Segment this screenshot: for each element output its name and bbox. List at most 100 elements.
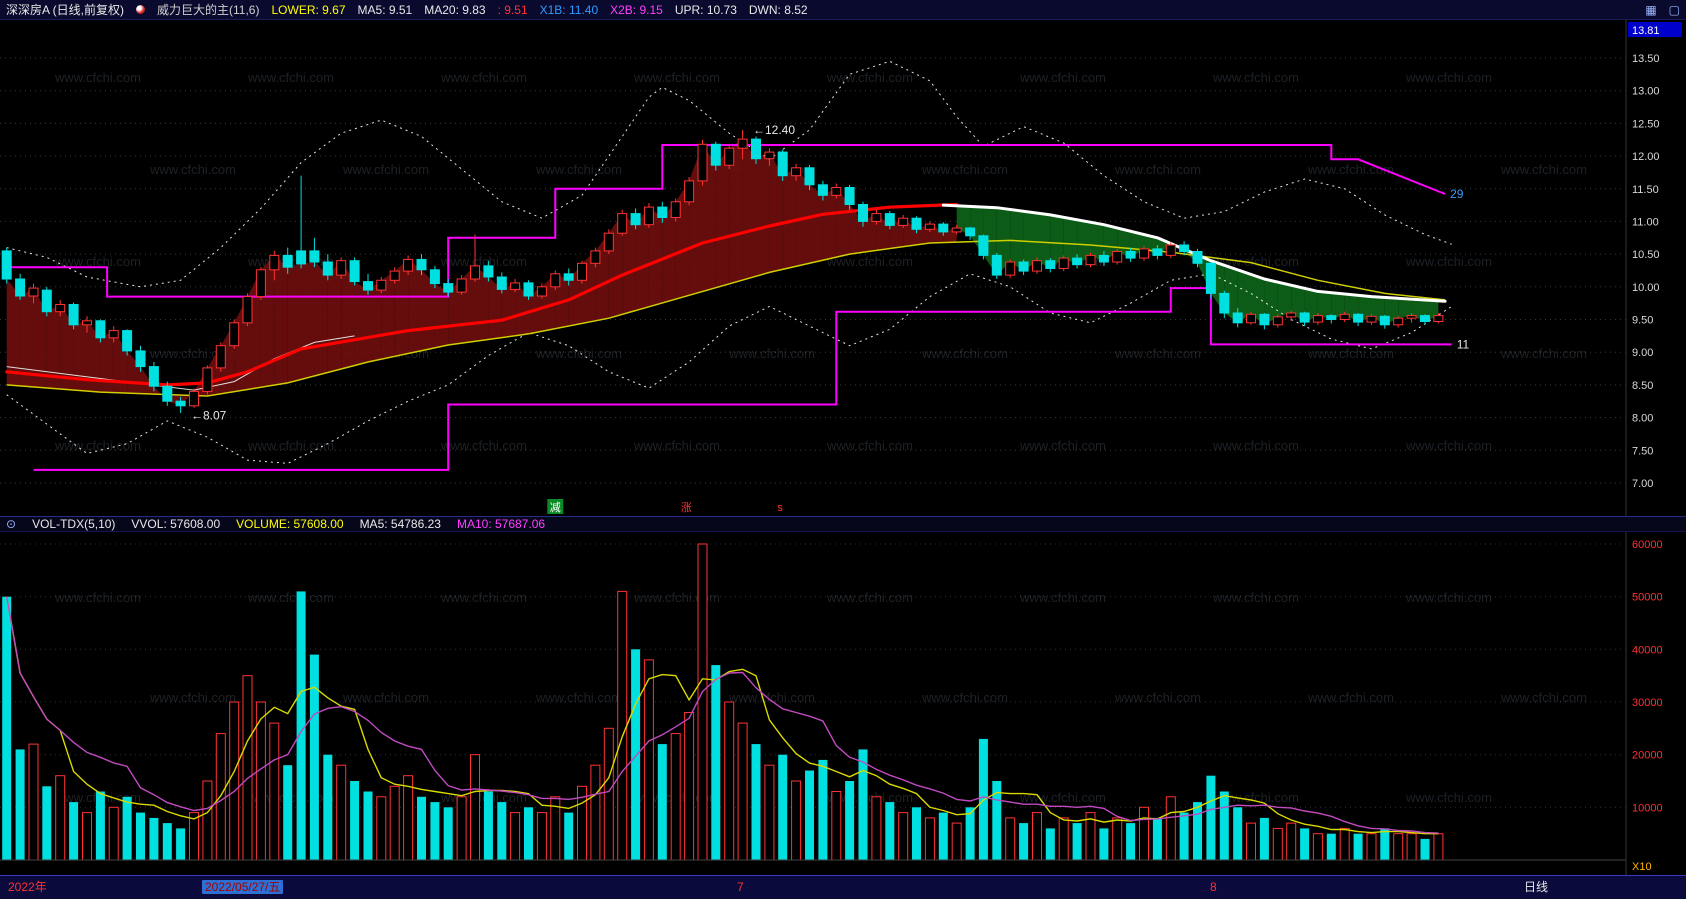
svg-text:www.cfchi.com: www.cfchi.com bbox=[921, 690, 1008, 705]
svg-text:8.50: 8.50 bbox=[1632, 380, 1653, 392]
value-ma5: MA5: 9.51 bbox=[357, 2, 413, 17]
value-ma20: MA20: 9.83 bbox=[424, 2, 486, 17]
main-chart-canvas[interactable]: www.cfchi.com www.cfchi.com www.cfchi.com w… bbox=[0, 20, 1686, 516]
svg-text:30000: 30000 bbox=[1632, 697, 1663, 709]
svg-text:www.cfchi.com: www.cfchi.com bbox=[1307, 346, 1394, 361]
svg-text:www.cfchi.com: www.cfchi.com bbox=[728, 690, 815, 705]
svg-text:www.cfchi.com: www.cfchi.com bbox=[54, 70, 141, 85]
svg-text:www.cfchi.com: www.cfchi.com bbox=[1212, 70, 1299, 85]
svg-text:www.cfchi.com: www.cfchi.com bbox=[1212, 438, 1299, 453]
timeline-bar[interactable]: 2022年 2022/05/27/五 7 8 日线 bbox=[0, 875, 1686, 899]
svg-text:←8.07: ←8.07 bbox=[191, 409, 227, 423]
svg-text:www.cfchi.com: www.cfchi.com bbox=[1114, 690, 1201, 705]
svg-text:s: s bbox=[777, 502, 783, 514]
value-lower: LOWER: 9.67 bbox=[271, 2, 346, 17]
svg-text:www.cfchi.com: www.cfchi.com bbox=[1405, 790, 1492, 805]
svg-text:50000: 50000 bbox=[1632, 592, 1663, 604]
indicator-icon bbox=[136, 5, 146, 14]
svg-text:www.cfchi.com: www.cfchi.com bbox=[149, 690, 236, 705]
value-upr: UPR: 10.73 bbox=[674, 2, 737, 17]
panel-icon[interactable]: ▢ bbox=[1668, 2, 1680, 17]
svg-text:60000: 60000 bbox=[1632, 539, 1663, 551]
layout-icon[interactable]: ▦ bbox=[1645, 2, 1657, 17]
svg-text:www.cfchi.com: www.cfchi.com bbox=[342, 162, 429, 177]
vol-ma10-value: MA10: 57687.06 bbox=[456, 517, 546, 531]
svg-text:www.cfchi.com: www.cfchi.com bbox=[149, 162, 236, 177]
svg-text:www.cfchi.com: www.cfchi.com bbox=[535, 346, 622, 361]
svg-text:www.cfchi.com: www.cfchi.com bbox=[633, 70, 720, 85]
vvol-value: VVOL: 57608.00 bbox=[131, 517, 221, 531]
volume-value: VOLUME: 57608.00 bbox=[236, 517, 344, 531]
svg-text:www.cfchi.com: www.cfchi.com bbox=[54, 590, 141, 605]
svg-text:www.cfchi.com: www.cfchi.com bbox=[1114, 162, 1201, 177]
period-label[interactable]: 日线 bbox=[1524, 880, 1549, 894]
svg-text:40000: 40000 bbox=[1632, 644, 1663, 656]
value-extra: : 9.51 bbox=[497, 2, 528, 17]
main-price-chart[interactable]: www.cfchi.com www.cfchi.com www.cfchi.com w… bbox=[0, 20, 1686, 516]
svg-text:www.cfchi.com: www.cfchi.com bbox=[1307, 162, 1394, 177]
svg-text:www.cfchi.com: www.cfchi.com bbox=[921, 346, 1008, 361]
svg-text:www.cfchi.com: www.cfchi.com bbox=[535, 162, 622, 177]
svg-text:www.cfchi.com: www.cfchi.com bbox=[440, 70, 527, 85]
svg-text:www.cfchi.com: www.cfchi.com bbox=[54, 438, 141, 453]
svg-text:9.50: 9.50 bbox=[1632, 315, 1653, 327]
value-x2b: X2B: 9.15 bbox=[610, 2, 663, 17]
svg-text:www.cfchi.com: www.cfchi.com bbox=[54, 254, 141, 269]
svg-text:www.cfchi.com: www.cfchi.com bbox=[826, 70, 913, 85]
svg-text:www.cfchi.com: www.cfchi.com bbox=[440, 254, 527, 269]
svg-text:8.00: 8.00 bbox=[1632, 413, 1653, 425]
svg-text:www.cfchi.com: www.cfchi.com bbox=[1500, 162, 1587, 177]
svg-text:涨: 涨 bbox=[681, 501, 692, 514]
value-dwn: DWN: 8.52 bbox=[748, 2, 808, 17]
indicator-name[interactable]: 威力巨大的主(11,6) bbox=[157, 3, 260, 17]
svg-text:www.cfchi.com: www.cfchi.com bbox=[1500, 346, 1587, 361]
svg-text:www.cfchi.com: www.cfchi.com bbox=[1019, 438, 1106, 453]
svg-text:www.cfchi.com: www.cfchi.com bbox=[1405, 254, 1492, 269]
svg-text:www.cfchi.com: www.cfchi.com bbox=[1212, 254, 1299, 269]
svg-text:www.cfchi.com: www.cfchi.com bbox=[728, 346, 815, 361]
svg-text:13.81: 13.81 bbox=[1632, 25, 1660, 37]
svg-text:www.cfchi.com: www.cfchi.com bbox=[247, 438, 334, 453]
svg-text:12.00: 12.00 bbox=[1632, 151, 1660, 163]
svg-text:www.cfchi.com: www.cfchi.com bbox=[342, 690, 429, 705]
svg-text:www.cfchi.com: www.cfchi.com bbox=[440, 590, 527, 605]
svg-text:13.00: 13.00 bbox=[1632, 86, 1660, 98]
svg-text:www.cfchi.com: www.cfchi.com bbox=[826, 438, 913, 453]
svg-text:www.cfchi.com: www.cfchi.com bbox=[633, 438, 720, 453]
volume-pane-header: ⊙ VOL-TDX(5,10) VVOL: 57608.00 VOLUME: 5… bbox=[0, 516, 1686, 532]
svg-text:10.00: 10.00 bbox=[1632, 282, 1660, 294]
vol-indicator-name[interactable]: VOL-TDX(5,10) bbox=[32, 517, 116, 531]
svg-text:10.50: 10.50 bbox=[1632, 249, 1660, 261]
svg-text:29: 29 bbox=[1450, 187, 1464, 201]
value-x1b: X1B: 11.40 bbox=[539, 2, 599, 17]
svg-text:11: 11 bbox=[1457, 337, 1470, 351]
svg-text:7.50: 7.50 bbox=[1632, 445, 1653, 457]
svg-text:www.cfchi.com: www.cfchi.com bbox=[247, 70, 334, 85]
svg-text:www.cfchi.com: www.cfchi.com bbox=[826, 254, 913, 269]
svg-text:www.cfchi.com: www.cfchi.com bbox=[535, 690, 622, 705]
svg-text:www.cfchi.com: www.cfchi.com bbox=[1405, 438, 1492, 453]
svg-text:www.cfchi.com: www.cfchi.com bbox=[1019, 590, 1106, 605]
svg-text:10000: 10000 bbox=[1632, 802, 1663, 814]
vol-ma5-value: MA5: 54786.23 bbox=[359, 517, 441, 531]
svg-text:11.50: 11.50 bbox=[1632, 184, 1659, 196]
year-label: 2022年 bbox=[8, 880, 47, 894]
svg-text:www.cfchi.com: www.cfchi.com bbox=[1212, 590, 1299, 605]
svg-text:www.cfchi.com: www.cfchi.com bbox=[1212, 790, 1299, 805]
svg-text:减: 减 bbox=[550, 501, 561, 514]
month-label-august: 8 bbox=[1210, 880, 1217, 894]
svg-text:12.50: 12.50 bbox=[1632, 118, 1660, 130]
svg-text:www.cfchi.com: www.cfchi.com bbox=[1405, 70, 1492, 85]
volume-chart[interactable]: www.cfchi.com www.cfchi.com www.cfchi.com w… bbox=[0, 532, 1686, 875]
svg-text:www.cfchi.com: www.cfchi.com bbox=[440, 438, 527, 453]
svg-text:←12.40: ←12.40 bbox=[753, 123, 795, 137]
svg-text:www.cfchi.com: www.cfchi.com bbox=[1019, 70, 1106, 85]
main-chart-header: 深深房A (日线,前复权) 威力巨大的主(11,6) LOWER: 9.67 M… bbox=[0, 0, 1686, 20]
volume-chart-canvas[interactable]: www.cfchi.com www.cfchi.com www.cfchi.com w… bbox=[0, 532, 1686, 875]
stock-title[interactable]: 深深房A (日线,前复权) bbox=[6, 3, 125, 17]
svg-text:www.cfchi.com: www.cfchi.com bbox=[247, 590, 334, 605]
collapse-icon[interactable]: ⊙ bbox=[6, 517, 17, 531]
svg-text:www.cfchi.com: www.cfchi.com bbox=[1114, 346, 1201, 361]
selected-date-chip[interactable]: 2022/05/27/五 bbox=[202, 880, 284, 895]
svg-text:X10: X10 bbox=[1632, 861, 1652, 873]
